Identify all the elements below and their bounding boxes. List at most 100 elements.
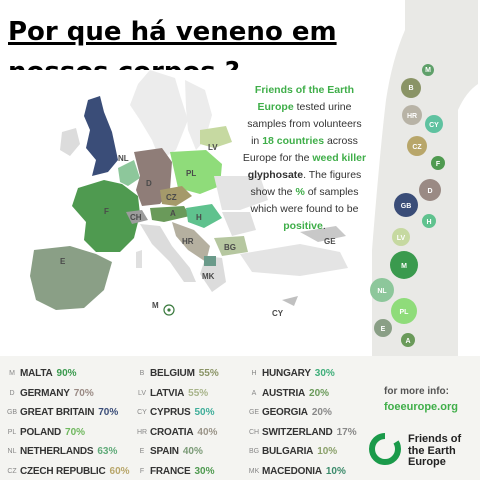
- legend-country: HUNGARY: [262, 368, 311, 379]
- legend-pct: 30%: [194, 466, 214, 477]
- legend-country: GERMANY: [20, 388, 70, 399]
- map-label-ge: GE: [324, 237, 336, 246]
- legend-code: CY: [136, 409, 148, 416]
- intro-glyphosate: glyphosate: [248, 169, 303, 181]
- legend-code: MK: [248, 468, 260, 475]
- headline-line-1: Por que há veneno em: [8, 17, 337, 47]
- body-bubble-f-label: F: [436, 161, 441, 168]
- body-bubble-e-label: E: [381, 326, 386, 333]
- legend-country: SWITZERLAND: [262, 427, 333, 438]
- body-bubble-pl-label: PL: [400, 309, 410, 316]
- map-label-e: E: [60, 257, 66, 266]
- intro-end: .: [323, 220, 326, 232]
- body-bubble-a-label: A: [405, 338, 410, 345]
- legend-pct: 10%: [317, 446, 337, 457]
- legend-pct: 70%: [65, 427, 85, 438]
- foe-logo-icon: [368, 432, 402, 466]
- legend-pct: 50%: [194, 407, 214, 418]
- legend-pct: 63%: [97, 446, 117, 457]
- intro-text: Friends of the Earth Europe tested urine…: [242, 82, 367, 235]
- body-bubble-cy-label: CY: [429, 122, 439, 129]
- legend-country: SPAIN: [150, 446, 179, 457]
- legend-country: BULGARIA: [262, 446, 313, 457]
- legend-country: GEORGIA: [262, 407, 308, 418]
- legend-code: B: [136, 370, 148, 377]
- map-label-a: A: [170, 209, 176, 218]
- info-url-link[interactable]: foeeurope.org: [384, 401, 458, 413]
- body-bubble-hr-label: HR: [407, 113, 417, 120]
- legend-code: PL: [6, 429, 18, 436]
- intro-weedkiller: weed killer: [312, 152, 366, 164]
- legend-code: M: [6, 370, 18, 377]
- map-label-d: D: [146, 179, 152, 188]
- legend-country: MALTA: [20, 368, 53, 379]
- legend-code: CH: [248, 429, 260, 436]
- legend-code: H: [248, 370, 260, 377]
- map-label-hr: HR: [182, 237, 194, 246]
- legend-code: F: [136, 468, 148, 475]
- legend-code: BG: [248, 448, 260, 455]
- intro-count: 18 countries: [262, 135, 324, 147]
- legend-code: GB: [6, 409, 18, 416]
- legend-pct: 55%: [199, 368, 219, 379]
- legend-pct: 40%: [197, 427, 217, 438]
- legend-country: LATVIA: [150, 388, 184, 399]
- legend-code: E: [136, 448, 148, 455]
- legend-country: FRANCE: [150, 466, 190, 477]
- legend-country: NETHERLANDS: [20, 446, 93, 457]
- legend-pct: 30%: [315, 368, 335, 379]
- body-bubble-m1-label: M: [425, 67, 431, 74]
- legend-pct: 70%: [74, 388, 94, 399]
- legend-country: CZECH REPUBLIC: [20, 466, 106, 477]
- legend-pct: 55%: [188, 388, 208, 399]
- map-label-pl: PL: [186, 169, 196, 178]
- map-label-cz: CZ: [166, 193, 177, 202]
- legend-pct: 20%: [312, 407, 332, 418]
- foe-logo-text: Friends of the Earth Europe: [408, 434, 478, 469]
- info-label: for more info:: [384, 386, 449, 397]
- legend-pct: 70%: [98, 407, 118, 418]
- body-bubble-d-label: D: [427, 188, 432, 195]
- legend-pct: 10%: [326, 466, 346, 477]
- map-label-h: H: [196, 213, 202, 222]
- legend-pct: 60%: [110, 466, 130, 477]
- map-label-lv: LV: [208, 143, 218, 152]
- map-label-ch: CH: [130, 213, 142, 222]
- body-bubble-gb-label: GB: [401, 203, 412, 210]
- legend-code: CZ: [6, 468, 18, 475]
- body-bubble-h-label: H: [426, 219, 431, 226]
- map-label-cy: CY: [272, 309, 284, 318]
- legend-code: D: [6, 390, 18, 397]
- info-panel: for more info: foeeurope.org Friends of …: [360, 356, 480, 480]
- body-bubble-lv-label: LV: [397, 235, 406, 242]
- body-figure: M B HR CY CZ F D GB H LV M NL PL E A: [360, 0, 480, 360]
- legend-pct: 20%: [309, 388, 329, 399]
- body-bubble-nl-label: NL: [377, 288, 387, 295]
- legend-country: CROATIA: [150, 427, 193, 438]
- map-label-nl: NL: [118, 154, 129, 163]
- body-bubble-cz-label: CZ: [412, 144, 422, 151]
- legend-code: LV: [136, 390, 148, 397]
- logo-line-1: Friends of: [408, 434, 478, 446]
- body-bubble-m2-label: M: [401, 263, 407, 270]
- map-label-bg: BG: [224, 243, 236, 252]
- legend-country: AUSTRIA: [262, 388, 305, 399]
- body-bubble-b-label: B: [408, 85, 413, 92]
- intro-positive: positive: [283, 220, 323, 232]
